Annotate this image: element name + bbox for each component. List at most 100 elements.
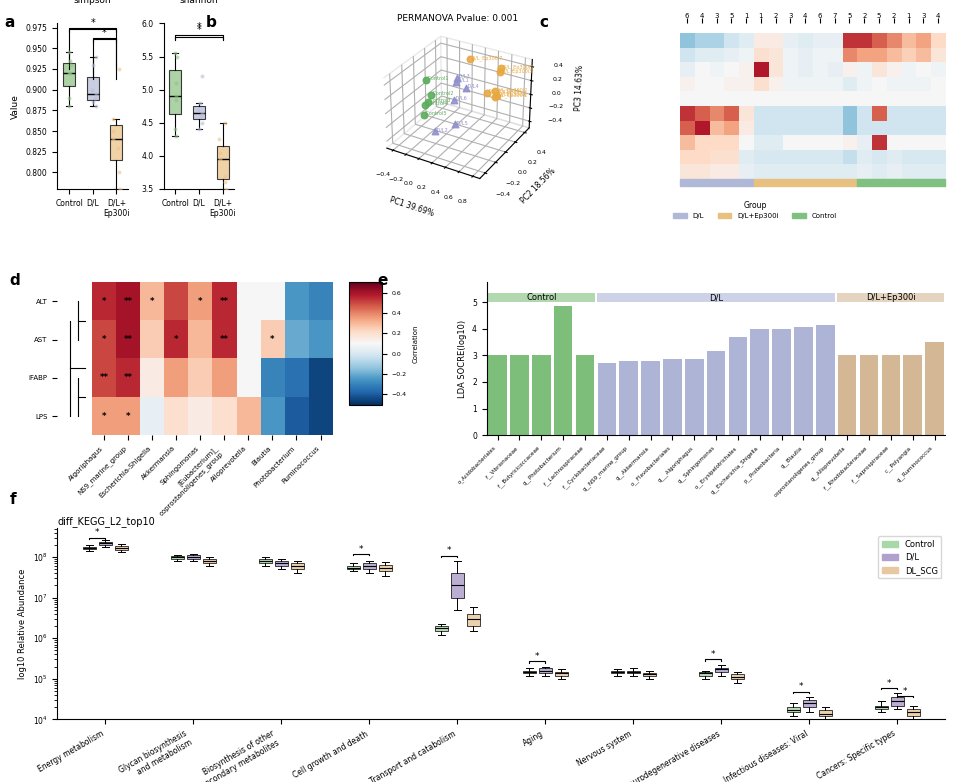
Point bbox=[61, 100, 76, 113]
Point bbox=[85, 96, 100, 109]
Text: **: ** bbox=[99, 373, 109, 382]
Point bbox=[61, 46, 76, 59]
Bar bbox=[860, 355, 879, 435]
Bar bbox=[925, 342, 944, 435]
Bar bbox=[753, 179, 768, 186]
PathPatch shape bbox=[115, 546, 128, 550]
Y-axis label: PC2 18.56%: PC2 18.56% bbox=[520, 167, 558, 206]
Text: *: * bbox=[102, 335, 106, 344]
Y-axis label: Correlation: Correlation bbox=[413, 325, 418, 363]
Bar bbox=[598, 364, 616, 435]
Point bbox=[112, 183, 127, 196]
Bar bbox=[872, 179, 886, 186]
Text: **: ** bbox=[123, 297, 133, 306]
PathPatch shape bbox=[87, 77, 98, 100]
Text: b: b bbox=[205, 16, 216, 30]
Bar bbox=[931, 179, 945, 186]
Point bbox=[167, 47, 182, 59]
FancyBboxPatch shape bbox=[838, 293, 944, 303]
Bar bbox=[554, 307, 572, 435]
Point bbox=[212, 146, 227, 159]
Bar bbox=[707, 351, 726, 435]
PathPatch shape bbox=[378, 565, 393, 571]
Point bbox=[62, 55, 77, 67]
PathPatch shape bbox=[891, 698, 904, 705]
Bar bbox=[838, 355, 857, 435]
Bar bbox=[881, 355, 901, 435]
PathPatch shape bbox=[186, 555, 201, 559]
Bar bbox=[532, 355, 551, 435]
Text: *: * bbox=[198, 297, 202, 306]
Text: D/L: D/L bbox=[709, 293, 723, 302]
Bar bbox=[903, 355, 922, 435]
Point bbox=[87, 91, 102, 104]
Point bbox=[218, 176, 233, 188]
Point bbox=[112, 63, 127, 75]
Point bbox=[88, 100, 103, 113]
Text: e: e bbox=[377, 274, 388, 289]
Text: c: c bbox=[540, 16, 548, 30]
Text: *: * bbox=[447, 547, 452, 555]
Y-axis label: LDA SOCRE(log10): LDA SOCRE(log10) bbox=[457, 320, 467, 398]
Point bbox=[168, 130, 183, 142]
Title: simpson: simpson bbox=[74, 0, 112, 5]
Point bbox=[169, 77, 184, 89]
Point bbox=[169, 50, 184, 63]
Text: D/L+Ep300i: D/L+Ep300i bbox=[866, 293, 916, 302]
PathPatch shape bbox=[731, 674, 744, 679]
PathPatch shape bbox=[290, 563, 304, 569]
PathPatch shape bbox=[202, 559, 216, 563]
PathPatch shape bbox=[714, 668, 729, 672]
Text: *: * bbox=[270, 335, 275, 344]
Bar bbox=[886, 179, 902, 186]
PathPatch shape bbox=[787, 707, 800, 712]
Bar bbox=[751, 328, 769, 435]
FancyBboxPatch shape bbox=[488, 293, 595, 303]
Point bbox=[84, 84, 99, 96]
Point bbox=[106, 125, 121, 138]
Bar bbox=[710, 179, 724, 186]
Bar bbox=[576, 355, 594, 435]
PathPatch shape bbox=[467, 614, 480, 626]
PathPatch shape bbox=[802, 700, 817, 707]
PathPatch shape bbox=[643, 673, 656, 676]
PathPatch shape bbox=[169, 70, 181, 114]
Text: **: ** bbox=[220, 297, 229, 306]
PathPatch shape bbox=[610, 670, 625, 673]
Bar bbox=[857, 179, 872, 186]
Text: Control: Control bbox=[526, 293, 557, 302]
Text: *: * bbox=[174, 335, 179, 344]
Legend: D/L, D/L+Ep300i, Control: D/L, D/L+Ep300i, Control bbox=[669, 198, 840, 222]
Title: PERMANOVA Pvalue: 0.001: PERMANOVA Pvalue: 0.001 bbox=[396, 13, 518, 23]
Point bbox=[62, 66, 77, 79]
Text: *: * bbox=[711, 650, 715, 659]
Text: *: * bbox=[903, 687, 907, 696]
Text: *: * bbox=[887, 679, 892, 687]
Text: **: ** bbox=[220, 335, 229, 344]
Point bbox=[194, 106, 209, 119]
Text: *: * bbox=[96, 528, 99, 537]
Point bbox=[106, 113, 121, 125]
PathPatch shape bbox=[259, 559, 272, 563]
Legend: Control, D/L, DL_SCG: Control, D/L, DL_SCG bbox=[879, 536, 942, 579]
Bar bbox=[827, 179, 842, 186]
Point bbox=[62, 91, 77, 104]
Point bbox=[212, 133, 227, 145]
PathPatch shape bbox=[875, 705, 888, 709]
Point bbox=[63, 59, 78, 71]
Y-axis label: log10 Relative Abundance: log10 Relative Abundance bbox=[18, 569, 27, 679]
Bar bbox=[724, 179, 739, 186]
Text: d: d bbox=[10, 274, 20, 289]
Bar bbox=[488, 355, 507, 435]
PathPatch shape bbox=[363, 563, 376, 569]
PathPatch shape bbox=[111, 125, 122, 160]
Bar bbox=[729, 337, 747, 435]
Point bbox=[168, 93, 183, 106]
PathPatch shape bbox=[522, 670, 536, 673]
Y-axis label: Value: Value bbox=[11, 94, 20, 119]
Text: *: * bbox=[102, 297, 106, 306]
Bar bbox=[510, 355, 529, 435]
PathPatch shape bbox=[818, 710, 832, 716]
Bar bbox=[773, 328, 791, 435]
Title: shannon: shannon bbox=[180, 0, 219, 5]
